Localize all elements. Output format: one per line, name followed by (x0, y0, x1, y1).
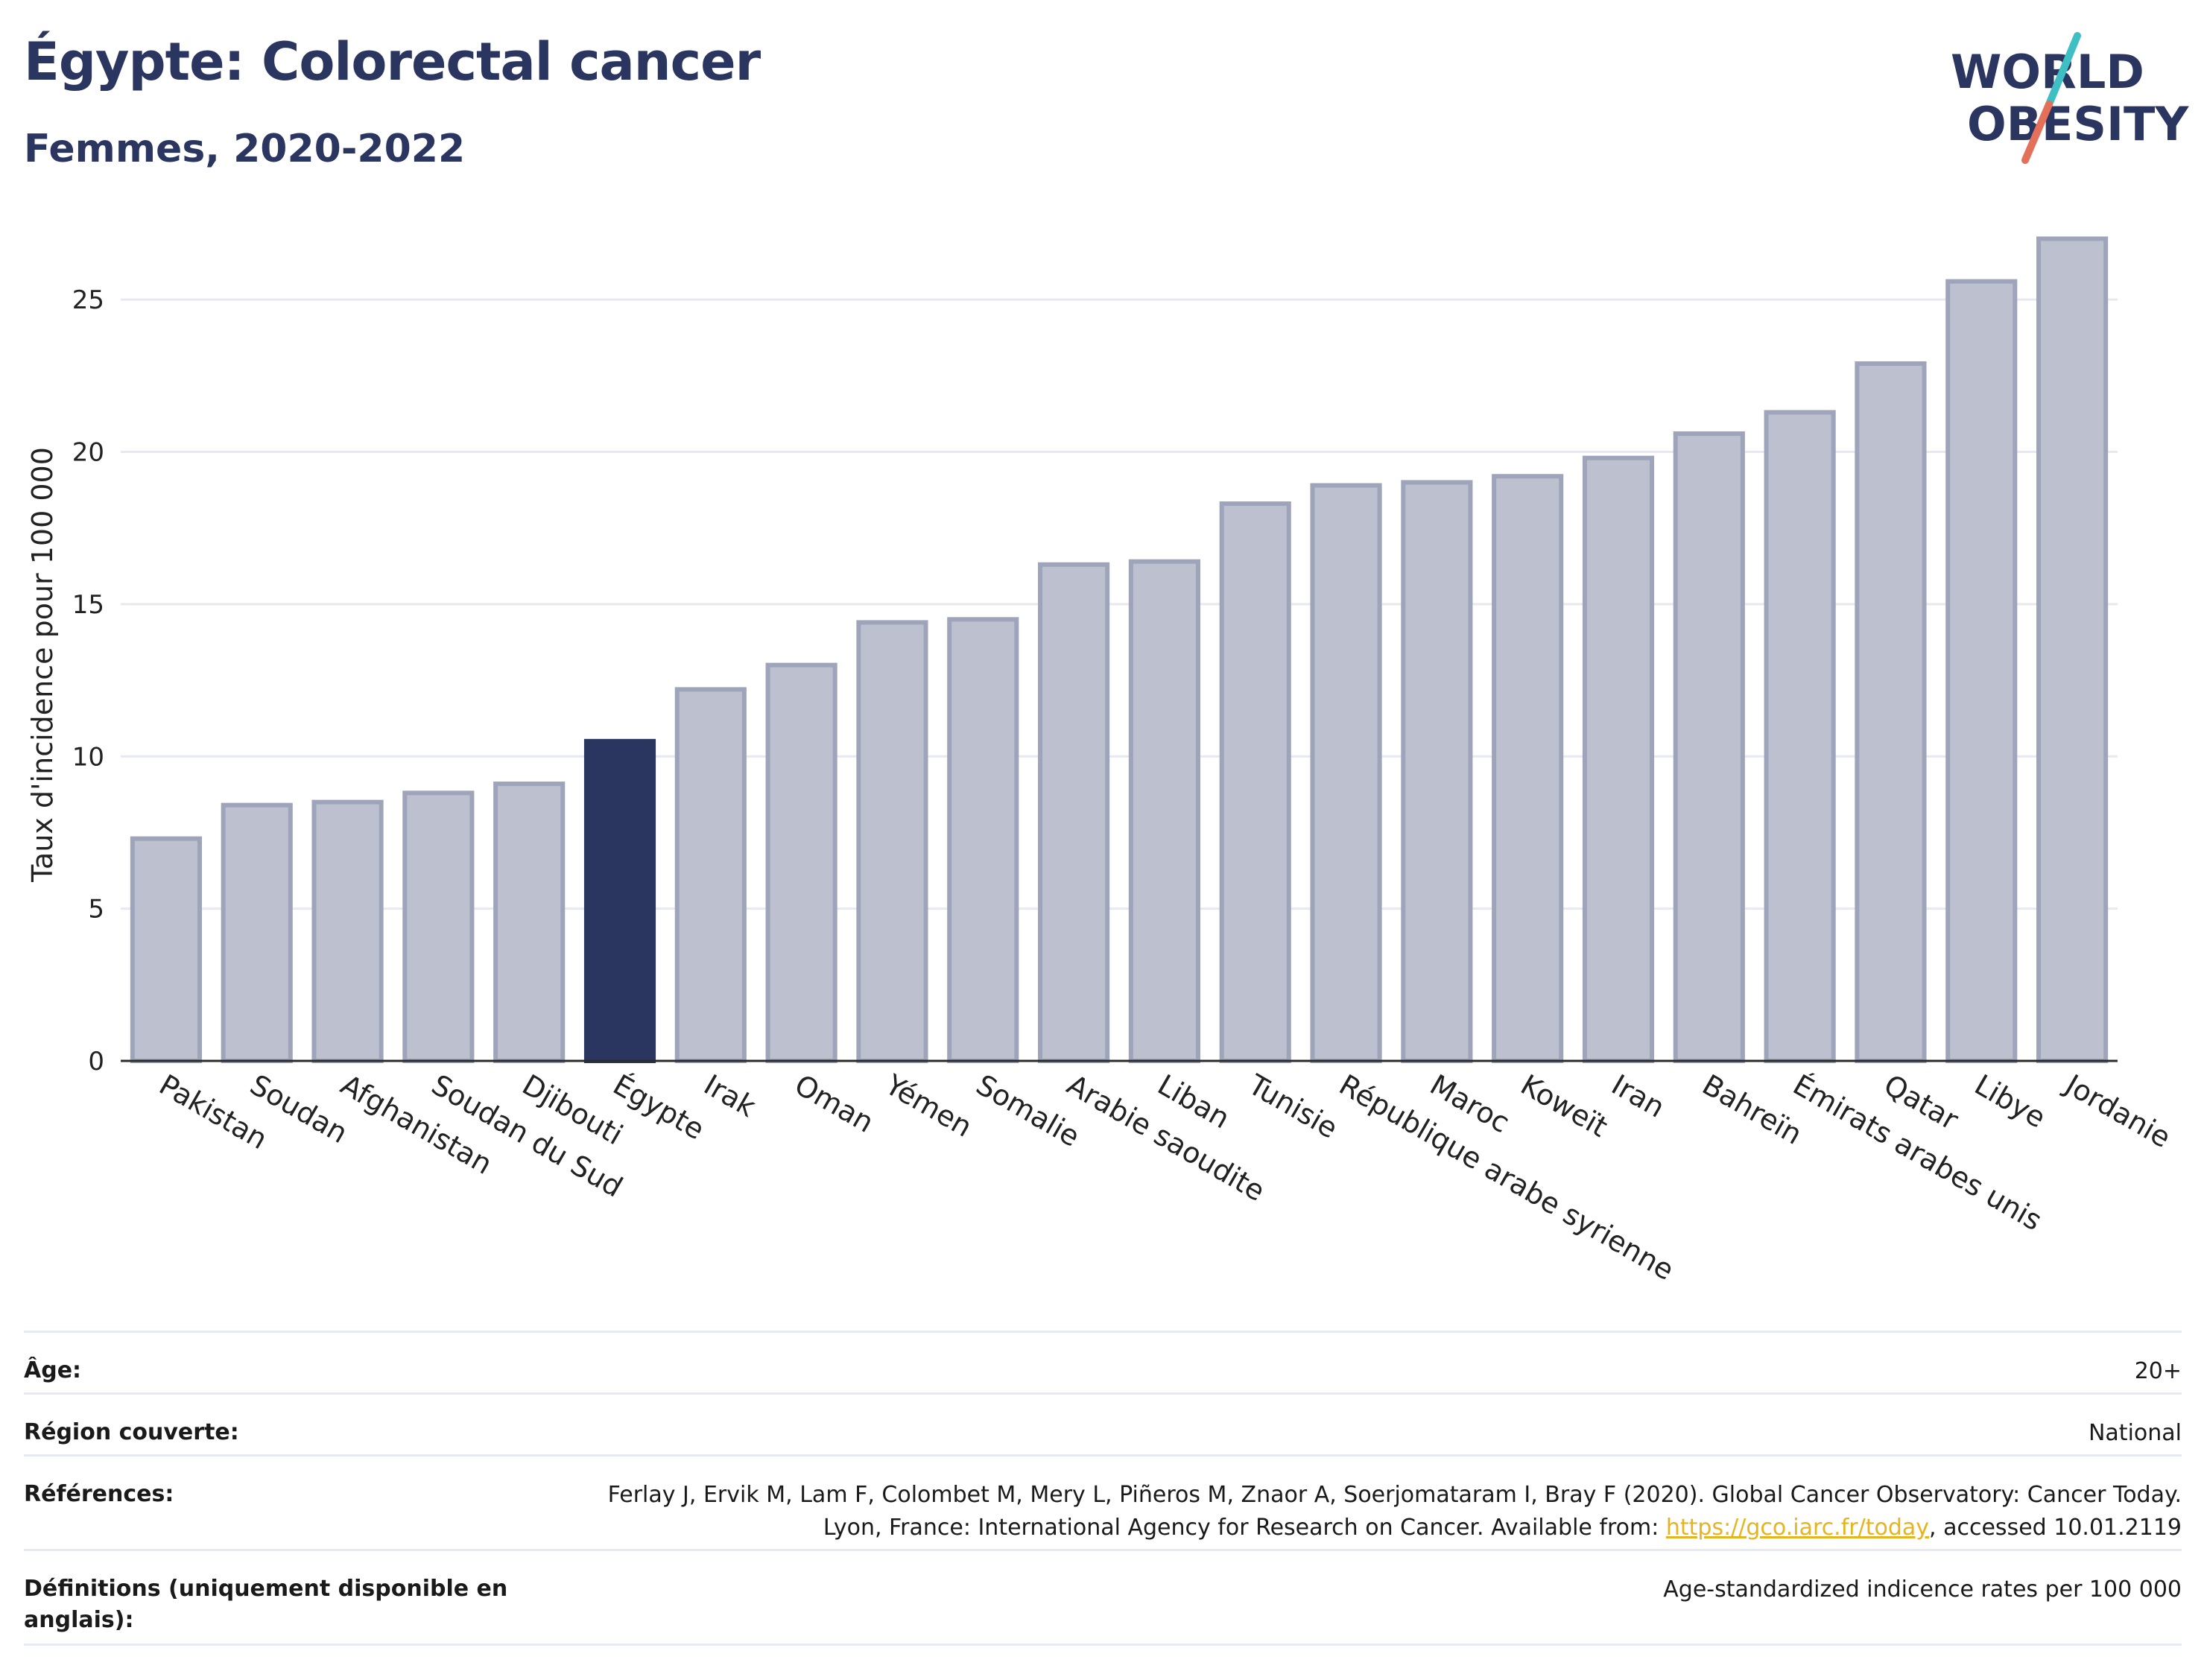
chart-subtitle: Femmes, 2020-2022 (24, 127, 466, 171)
bar (221, 802, 293, 1063)
meta-row-region: Région couverte: National (24, 1392, 2182, 1454)
bar (1945, 279, 2018, 1063)
meta-key-references: Références: (24, 1481, 174, 1507)
bar-highlight (583, 738, 656, 1063)
reference-link[interactable]: https://gco.iarc.fr/today (1665, 1515, 1930, 1541)
meta-value-definitions: Age-standardized indicence rates per 100… (1663, 1576, 2182, 1603)
x-tick-label: Koweït (1516, 1068, 1613, 1144)
x-tick-label: Somalie (971, 1068, 1086, 1153)
x-tick-label: Yémen (879, 1068, 978, 1144)
y-tick-label: 5 (88, 895, 104, 925)
bar (1310, 483, 1382, 1063)
bar (1128, 559, 1200, 1063)
meta-value-region: National (2088, 1420, 2182, 1446)
bar (1673, 431, 1745, 1063)
meta-key-region: Région couverte: (24, 1419, 239, 1445)
y-tick-label: 0 (88, 1047, 104, 1077)
x-tick-label: Irak (698, 1068, 761, 1123)
bar (1582, 455, 1655, 1063)
meta-row-definitions: Définitions (uniquement disponible en an… (24, 1549, 2182, 1646)
reference-accessed: , accessed 10.01.2119 (1929, 1515, 2182, 1541)
metadata-table: Âge: 20+ Région couverte: National Référ… (24, 1331, 2182, 1646)
logo-slash-teal (2045, 32, 2081, 108)
bar (1038, 562, 1110, 1063)
meta-row-references: Références: Ferlay J, Ervik M, Lam F, Co… (24, 1454, 2182, 1549)
x-tick-label: Afghanistan (335, 1068, 498, 1181)
logo-slash-coral (2021, 101, 2053, 164)
y-tick-label: 25 (72, 285, 104, 315)
bar (1492, 474, 1564, 1063)
reference-text: Ferlay J, Ervik M, Lam F, Colombet M, Me… (607, 1482, 2182, 1541)
y-axis-label: Taux d'incidence pour 100 000 (26, 447, 59, 883)
x-tick-label: Égypte (608, 1068, 710, 1147)
bar (947, 617, 1019, 1063)
bar (130, 836, 202, 1064)
bar (674, 687, 747, 1063)
x-tick-label: Iran (1606, 1068, 1671, 1124)
y-tick-label: 10 (72, 742, 104, 772)
bar (493, 782, 566, 1064)
y-tick-label: 20 (72, 438, 104, 468)
meta-key-age: Âge: (24, 1357, 82, 1383)
logo-line2: OBESITY (1967, 97, 2189, 151)
meta-value-references: Ferlay J, Ervik M, Lam F, Colombet M, Me… (542, 1456, 2182, 1544)
bar (856, 620, 928, 1063)
x-tick-label: Oman (789, 1068, 879, 1139)
bar (402, 790, 475, 1063)
bar (1219, 501, 1291, 1063)
y-tick-label: 15 (72, 590, 104, 620)
bar (311, 799, 384, 1063)
x-tick-label: Jordanie (2059, 1068, 2176, 1155)
x-tick-label: Libye (1969, 1068, 2051, 1135)
bar (2036, 236, 2109, 1063)
bar (1855, 361, 1927, 1064)
bar (1401, 480, 1473, 1063)
x-tick-label: Tunisie (1242, 1068, 1343, 1145)
x-tick-label: Bahreïn (1697, 1068, 1808, 1151)
chart-title: Égypte: Colorectal cancer (24, 31, 761, 92)
meta-value-age: 20+ (2134, 1358, 2182, 1384)
world-obesity-logo: WORLD OBESITY (1951, 32, 2189, 164)
bar (765, 662, 837, 1063)
logo-line1: WORLD (1951, 45, 2144, 99)
meta-key-definitions: Définitions (uniquement disponible en an… (24, 1576, 508, 1633)
meta-row-age: Âge: 20+ (24, 1331, 2182, 1392)
bar (1764, 410, 1836, 1063)
